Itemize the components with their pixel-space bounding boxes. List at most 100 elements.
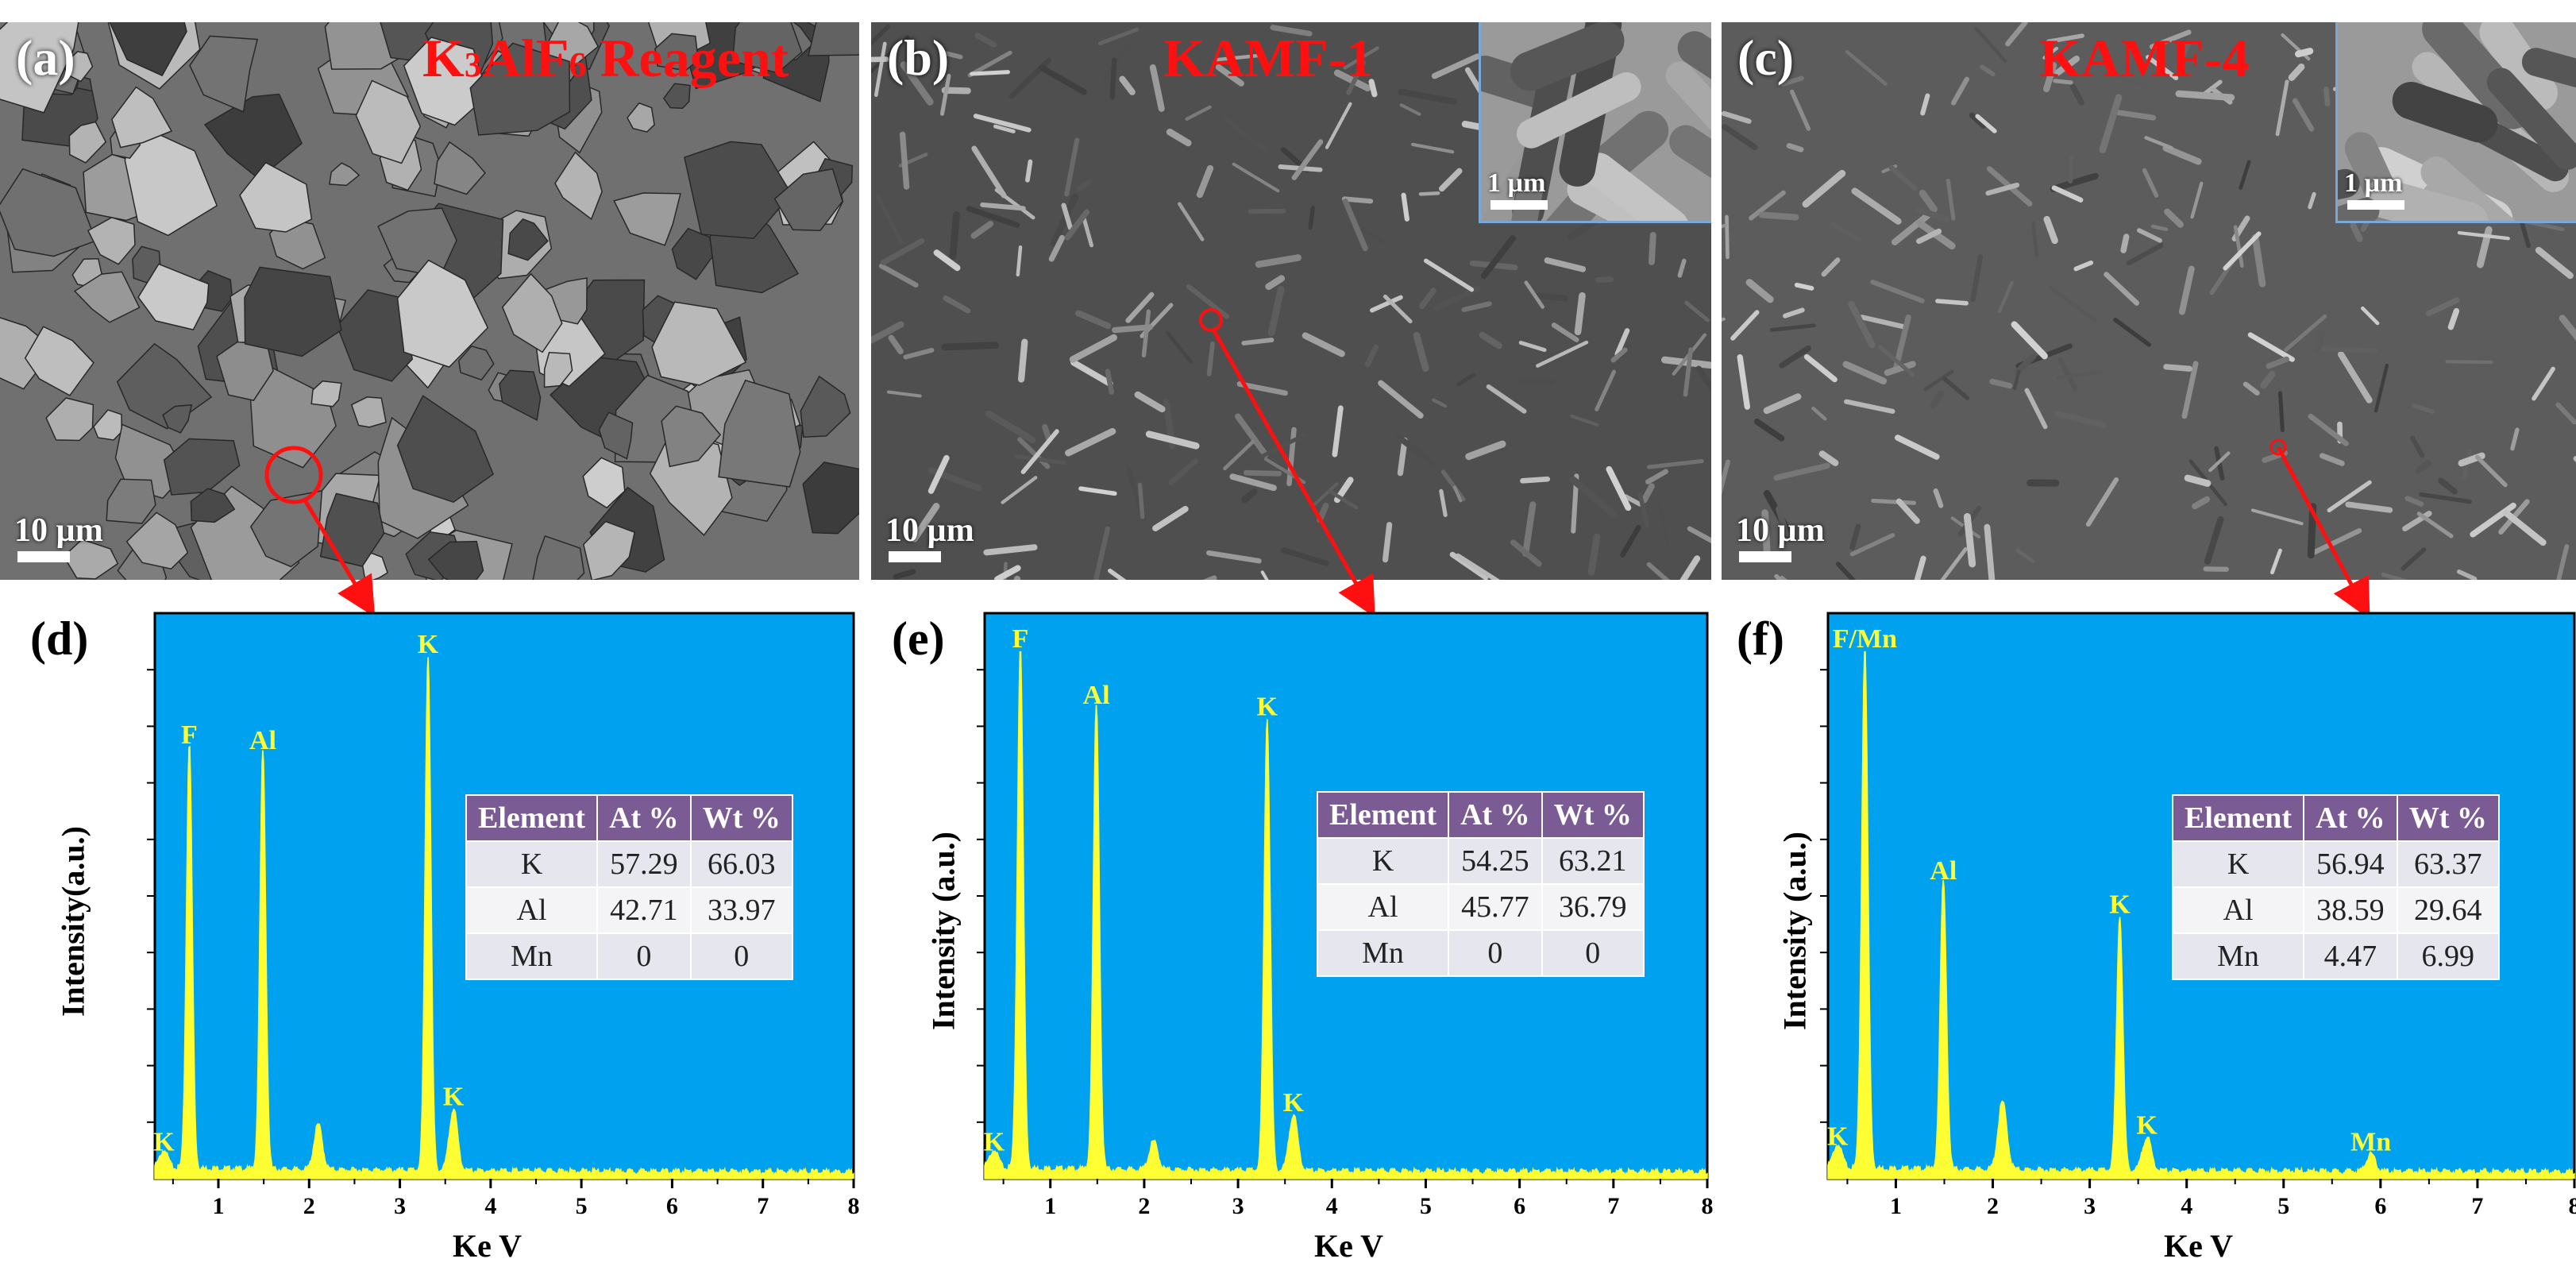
table-cell: 57.29 <box>596 840 692 888</box>
sem-rod <box>1776 505 1791 542</box>
sem-rod <box>1368 79 1378 98</box>
sem-rod <box>2142 168 2159 198</box>
sem-rod <box>1884 361 1916 376</box>
sem-rod <box>1783 307 1805 319</box>
sem-rod <box>2338 351 2373 403</box>
scale-label-b: 10 µm <box>885 512 974 549</box>
sem-rod <box>1657 504 1670 546</box>
sem-rod <box>1399 103 1421 116</box>
table-row: Al 42.71 33.97 <box>465 886 793 934</box>
sem-rod <box>1280 546 1329 566</box>
sem-rod <box>1048 234 1066 262</box>
sem-image-kamf4: (c) KAMF-4 10 µm 1 µm <box>1722 22 2576 580</box>
sem-rod <box>1773 462 1830 481</box>
sem-rod <box>1794 282 1814 291</box>
sem-grain <box>239 161 313 233</box>
sem-rod <box>1081 214 1094 248</box>
sem-rod <box>1186 284 1230 319</box>
sem-rod <box>2502 509 2547 546</box>
sem-rod <box>2104 272 2140 306</box>
sem-rod <box>1524 280 1545 309</box>
sem-rod <box>1753 418 1785 442</box>
sem-rod <box>1178 202 1205 241</box>
peak-label: K <box>418 630 439 659</box>
x-tick-label: 8 <box>2569 1193 2576 1219</box>
sem-rod <box>2260 370 2276 389</box>
sem-rod <box>980 202 1026 211</box>
peak-label: K <box>153 1128 175 1157</box>
peak-label: F <box>1012 624 1029 654</box>
sem-rod <box>1078 486 1117 496</box>
sem-rod <box>1522 501 1537 558</box>
sem-rod <box>1456 553 1500 580</box>
sem-rod <box>1413 331 1429 372</box>
sem-rod <box>993 124 1016 133</box>
sem-rod <box>2164 208 2185 228</box>
scale-bar-a <box>17 551 70 562</box>
sem-rod <box>1222 116 1268 153</box>
sem-image-k3alf6: (a) K3AlF6 Reagent 10 µm <box>0 22 859 580</box>
eds-panel-d: (d) K F Al K K 1 2 3 4 5 6 7 8 Intensity(a.u.) Ke V … <box>0 604 866 1278</box>
sem-rod <box>2420 156 2516 221</box>
sem-rod <box>1687 526 1711 544</box>
sem-rod <box>1038 64 1087 95</box>
peak-label: K <box>1283 1088 1305 1118</box>
sem-rod <box>1510 22 1625 91</box>
sem-rod <box>973 114 1032 133</box>
sem-rod <box>2447 307 2460 330</box>
sem-rod <box>2012 369 2021 391</box>
sem-rod <box>2532 366 2555 401</box>
sem-rod <box>1166 128 1192 147</box>
table-cell: Al <box>2171 886 2305 934</box>
sem-rod <box>1343 46 1379 70</box>
inset-texture-b <box>1481 22 1711 221</box>
sem-grain <box>532 535 585 580</box>
sem-grain <box>802 461 859 535</box>
x-tick-label: 2 <box>1138 1193 1150 1219</box>
sem-rod <box>1818 450 1839 466</box>
sem-rod <box>1821 257 1841 277</box>
sem-rod <box>1378 380 1424 419</box>
sem-rod <box>2057 369 2104 380</box>
sem-title-b: KAMF-1 <box>1163 28 1374 88</box>
sem-rod <box>1265 275 1286 291</box>
sem-rod <box>2233 225 2244 268</box>
table-header-cell: Wt % <box>1541 791 1645 839</box>
x-tick-label: 6 <box>666 1193 678 1219</box>
sem-rod <box>903 347 935 360</box>
sem-rod <box>1119 75 1136 95</box>
x-tick-label: 7 <box>757 1193 769 1219</box>
sem-rod <box>1346 60 1366 95</box>
sem-rod <box>1665 61 1711 131</box>
sem-rod <box>2043 62 2057 93</box>
sem-rod <box>1325 102 1352 149</box>
sem-grain <box>434 141 486 195</box>
y-axis-label-d: Intensity(a.u.) <box>55 825 91 1017</box>
sem-rod <box>1722 459 1730 496</box>
sem-grain <box>718 379 801 488</box>
sem-grain <box>457 345 495 381</box>
sem-rod <box>871 24 890 47</box>
sem-rod <box>1401 192 1409 222</box>
sem-rod <box>1848 300 1876 349</box>
sem-rod <box>1940 546 1968 580</box>
sem-rod <box>2120 234 2130 253</box>
sem-grain <box>598 411 634 460</box>
table-row: Mn 0 0 <box>465 932 793 980</box>
panel-letter-f: (f) <box>1737 612 1784 665</box>
y-axis-label-e: Intensity (a.u.) <box>925 831 962 1031</box>
sem-rod <box>2350 222 2363 242</box>
sem-rod <box>1125 292 1155 323</box>
sem-rod <box>1749 190 1786 221</box>
table-cell: 0 <box>689 932 793 980</box>
inset-scale-label-c: 1 µm <box>2344 168 2403 198</box>
sem-rod <box>2294 48 2314 58</box>
sem-rod <box>2162 145 2202 165</box>
sem-rod <box>1016 245 1023 277</box>
sem-rod <box>1423 258 1475 292</box>
sem-rod <box>2457 230 2510 241</box>
x-tick-label: 1 <box>1890 1193 1902 1219</box>
scale-bar-c <box>1739 551 1791 562</box>
sem-rod <box>939 73 951 116</box>
sem-rod <box>1014 454 1066 465</box>
